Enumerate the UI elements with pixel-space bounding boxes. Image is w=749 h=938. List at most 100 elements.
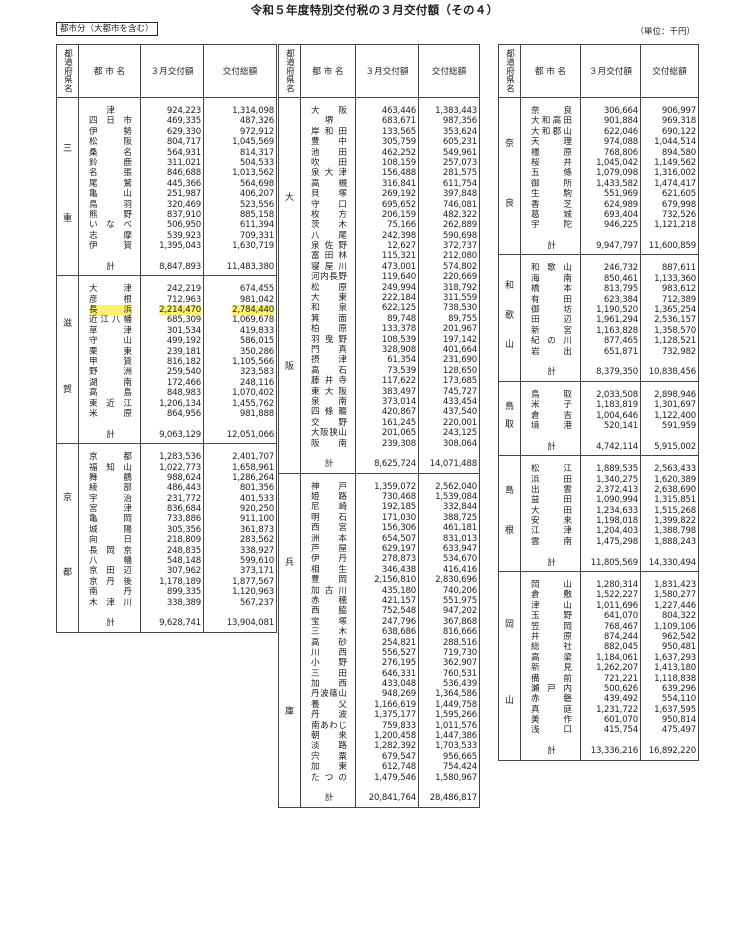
total-amount-value: 738,530 [442, 303, 477, 314]
blank-row [206, 419, 274, 429]
total-amount: 1,637,293 [643, 653, 696, 663]
total-amount: 1,455,762 [206, 399, 274, 409]
march-amount: 506,950 [143, 220, 201, 230]
march-amount: 108,539 [358, 335, 416, 345]
total-amount: 2,898,946 [643, 390, 696, 400]
total-amount-value: 962,542 [661, 631, 696, 642]
march-amount-value: 804,717 [166, 137, 201, 148]
march-amount: 730,468 [358, 492, 416, 502]
total-amount-value: 1,133,360 [654, 273, 696, 284]
march-amount: 1,522,227 [583, 590, 638, 600]
city-name: 高島 [81, 388, 138, 398]
march-amount-value: 301,534 [166, 325, 201, 336]
city-name: 堺 [303, 116, 353, 126]
city-name: 田辺 [523, 315, 578, 325]
city-name-text: 小野 [311, 658, 347, 669]
city-name: 彦根 [81, 295, 138, 305]
total-amount: 397,848 [421, 189, 477, 199]
city-name-text: 芦屋 [311, 544, 347, 555]
sum-total-amount: 10,838,456 [648, 367, 696, 378]
city-name: 西宮 [303, 523, 353, 533]
total-amount-value: 1,388,798 [654, 526, 696, 537]
city-name-text: 鳥羽 [89, 199, 132, 210]
march-amount-value: 679,547 [381, 751, 416, 762]
city-name: 朝来 [303, 731, 353, 741]
total-amount: 950,481 [643, 642, 696, 652]
march-amount: 623,384 [583, 295, 638, 305]
march-amount-value: 486,443 [166, 483, 201, 494]
city-name-text: 岩出 [531, 346, 572, 357]
city-name: 和歌山 [523, 263, 578, 273]
total-amount-column: 674,455 981,042 2,784,440 1,069,678 419,833 5… [204, 276, 276, 443]
total-amount: 1,595,266 [421, 710, 477, 720]
city-name: 海南 [523, 274, 578, 284]
total-amount: 212,080 [421, 251, 477, 261]
march-amount: 1,184,061 [583, 653, 638, 663]
total-amount: 353,624 [421, 127, 477, 137]
total-amount: 804,322 [643, 611, 696, 621]
total-amount: 406,207 [206, 189, 274, 199]
march-amount-value: 1,163,828 [596, 325, 638, 336]
march-amount-value: 247,796 [381, 616, 416, 627]
city-name-text: 香芝 [531, 199, 572, 210]
total-amount-value: 814,317 [239, 147, 274, 158]
march-amount: 89,748 [358, 314, 416, 324]
total-amount: 487,326 [206, 116, 274, 126]
march-amount-value: 1,183,819 [596, 400, 638, 411]
total-amount-value: 504,533 [239, 157, 274, 168]
city-name: 江津 [523, 526, 578, 536]
total-amount-value: 983,612 [661, 284, 696, 295]
city-name: 津山 [523, 601, 578, 611]
city-name: 守山 [81, 336, 138, 346]
total-amount: 367,868 [421, 617, 477, 627]
total-amount: 611,754 [421, 179, 477, 189]
city-name: 寝屋川 [303, 262, 353, 272]
city-name: 備前 [523, 674, 578, 684]
total-amount-value: 1,831,423 [654, 580, 696, 591]
sum-label: 計 [547, 241, 556, 252]
city-name: 向日 [81, 535, 138, 545]
total-amount-value: 1,877,567 [232, 576, 274, 587]
march-amount: 548,148 [143, 556, 201, 566]
blank-row [643, 736, 696, 746]
total-amount: 416,416 [421, 565, 477, 575]
march-amount: 73,539 [358, 366, 416, 376]
prefecture-name-char: 重 [62, 214, 72, 225]
city-name: 高梁 [523, 653, 578, 663]
march-amount: 469,335 [143, 116, 201, 126]
march-amount-value: 383,497 [381, 386, 416, 397]
march-amount-value: 874,244 [603, 631, 638, 642]
march-amount-column: 924,223 469,335 629,330 804,717 564,931 311,0… [141, 98, 204, 276]
march-amount-value: 61,354 [387, 355, 416, 366]
march-amount: 305,759 [358, 137, 416, 147]
city-name-text: 舞鶴 [89, 472, 132, 483]
city-column: 鳥取 米子 倉吉 境港計 [521, 381, 581, 456]
total-amount: 906,997 [643, 106, 696, 116]
march-amount-value: 316,841 [381, 178, 416, 189]
city-name: 和泉 [303, 303, 353, 313]
march-amount: 1,022,773 [143, 463, 201, 473]
total-amount-value: 950,481 [661, 642, 696, 653]
march-amount-column: 246,732 850,461 813,795 623,384 1,190,520 1,9… [581, 255, 641, 381]
city-name-text: 堺 [324, 116, 334, 127]
march-amount-value: 242,219 [166, 284, 201, 295]
total-amount-value: 248,116 [239, 377, 274, 388]
city-name: 笠岡 [523, 622, 578, 632]
total-amount: 586,015 [206, 336, 274, 346]
city-name-text: 鳥取 [531, 389, 572, 400]
city-name-text: 松阪 [89, 137, 132, 148]
city-name: 四日市 [81, 116, 138, 126]
march-amount-value: 1,045,042 [596, 157, 638, 168]
city-name: 京都 [81, 452, 138, 462]
march-amount-value: 1,178,189 [159, 576, 201, 587]
city-name-text: 紀の川 [531, 336, 572, 347]
city-name-text: 綾部 [89, 483, 132, 494]
sum-march-amount: 9,063,129 [159, 429, 201, 440]
total-amount-value: 1,109,106 [654, 621, 696, 632]
city-name-text: 出雲 [531, 484, 572, 495]
march-amount: 946,225 [583, 220, 638, 230]
city-name: 神戸 [303, 482, 353, 492]
city-name: 枚方 [303, 210, 353, 220]
total-amount: 1,120,963 [206, 587, 274, 597]
total-amount: 1,364,586 [421, 689, 477, 699]
